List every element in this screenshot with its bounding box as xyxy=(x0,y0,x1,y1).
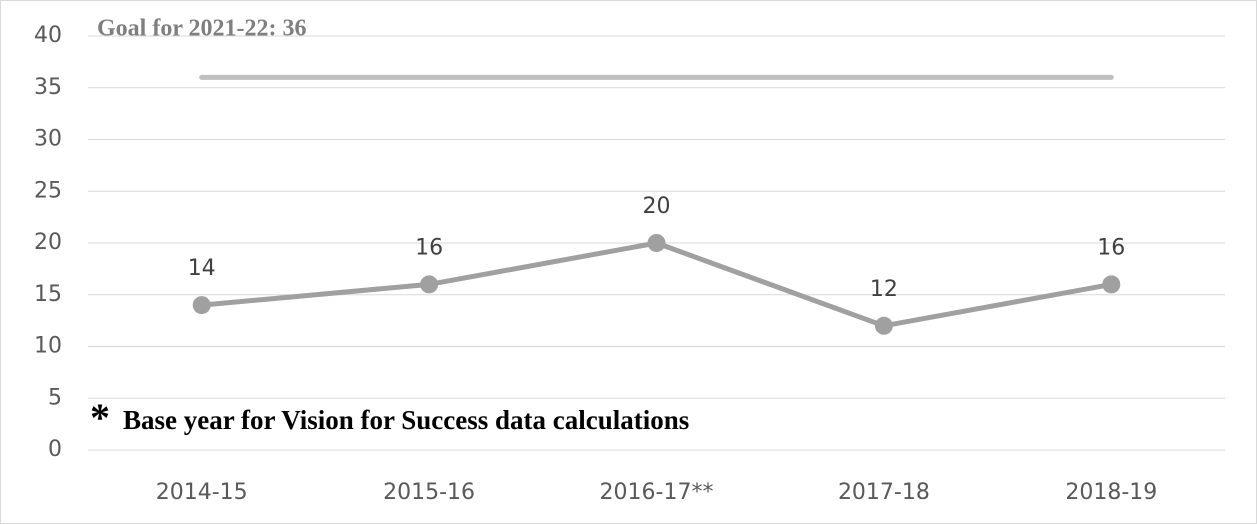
goal-label: Goal for 2021-22: 36 xyxy=(97,16,307,42)
y-tick-label: 5 xyxy=(48,385,62,410)
marker xyxy=(874,316,893,335)
x-tick-label: 2018-19 xyxy=(1065,480,1157,505)
x-tick-label: 2014-15 xyxy=(156,480,248,505)
y-tick-label: 10 xyxy=(34,334,62,359)
marker xyxy=(1102,275,1121,294)
footnote-marker: * xyxy=(90,395,110,440)
series-line xyxy=(199,240,1114,329)
data-label: 16 xyxy=(415,235,443,260)
marker xyxy=(420,275,439,294)
footnote: Base year for Vision for Success data ca… xyxy=(123,405,689,435)
y-tick-label: 0 xyxy=(48,437,62,462)
y-tick-label: 20 xyxy=(34,230,62,255)
data-label: 12 xyxy=(870,277,898,302)
y-tick-label: 15 xyxy=(34,282,62,307)
x-tick-label: 2015-16 xyxy=(383,480,475,505)
x-tick-label: 2016-17** xyxy=(600,480,714,505)
data-label: 16 xyxy=(1097,235,1125,260)
y-tick-label: 30 xyxy=(34,127,62,152)
marker xyxy=(192,296,211,315)
data-label: 20 xyxy=(643,194,671,219)
marker xyxy=(647,234,666,252)
x-tick-label: 2017-18 xyxy=(838,480,930,505)
y-tick-label: 25 xyxy=(34,178,62,203)
y-tick-label: 40 xyxy=(34,23,62,48)
data-label: 14 xyxy=(188,256,216,281)
y-tick-label: 35 xyxy=(34,75,62,100)
